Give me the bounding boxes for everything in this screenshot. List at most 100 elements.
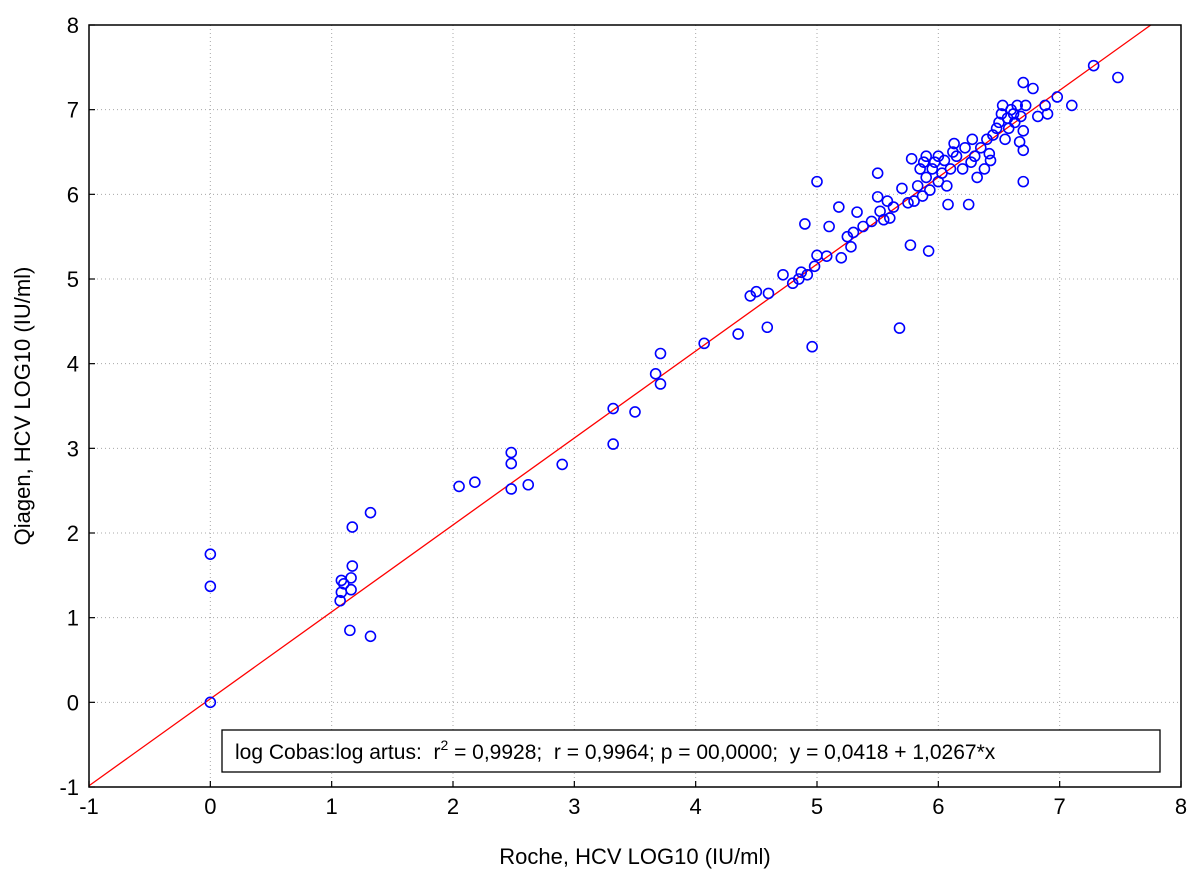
grid xyxy=(88,24,1182,788)
y-tick-label: 6 xyxy=(67,182,79,207)
data-point xyxy=(801,268,814,281)
data-point xyxy=(847,226,860,239)
data-point xyxy=(204,696,217,709)
x-tick-label: 5 xyxy=(811,794,823,819)
stats-box-frame xyxy=(221,729,1161,773)
data-point xyxy=(922,245,935,257)
data-point xyxy=(1019,99,1032,112)
x-tick-label: 2 xyxy=(447,794,459,819)
data-point xyxy=(777,268,789,281)
y-tick-label: 3 xyxy=(67,436,79,461)
data-point xyxy=(505,457,518,470)
data-point xyxy=(795,266,808,279)
data-point xyxy=(761,321,774,334)
data-point xyxy=(607,438,619,450)
data-point xyxy=(1041,108,1054,120)
y-axis-title: Qiagen, HCV LOG10 (IU/ml) xyxy=(10,267,35,546)
data-point xyxy=(1017,76,1030,89)
y-tick-label: 4 xyxy=(67,352,79,377)
data-point xyxy=(1015,110,1027,123)
data-point xyxy=(962,198,975,211)
data-point xyxy=(453,480,465,493)
data-point xyxy=(924,184,936,196)
data-point xyxy=(607,402,619,415)
data-point xyxy=(345,583,357,596)
data-point xyxy=(345,572,357,584)
plot-frame xyxy=(88,24,1182,788)
data-point xyxy=(364,630,377,643)
data-point xyxy=(1051,91,1064,103)
x-tick-label: 7 xyxy=(1054,794,1066,819)
data-point xyxy=(799,218,811,230)
data-point xyxy=(654,347,667,360)
y-tick-label: -1 xyxy=(59,775,79,800)
data-point xyxy=(1066,99,1078,112)
data-point xyxy=(335,574,348,587)
data-point xyxy=(522,478,535,491)
x-tick-label: 4 xyxy=(690,794,702,819)
data-point xyxy=(893,322,906,334)
data-point xyxy=(999,133,1011,146)
data-point xyxy=(917,156,930,168)
data-point xyxy=(902,197,914,209)
data-point xyxy=(556,458,569,471)
data-point xyxy=(1027,82,1039,95)
data-point xyxy=(883,212,896,224)
data-point xyxy=(983,147,996,160)
data-point xyxy=(942,198,954,211)
data-point xyxy=(334,594,346,607)
data-point xyxy=(1008,116,1021,129)
data-point xyxy=(948,137,960,150)
data-point xyxy=(364,506,377,519)
data-point xyxy=(469,476,481,489)
data-point xyxy=(920,150,933,163)
stats-prefix: log Cobas:log artus: r xyxy=(235,741,440,764)
data-point xyxy=(346,560,359,572)
data-point xyxy=(806,340,818,353)
y-tick-label: 1 xyxy=(67,606,79,631)
regression-stats-label: log Cobas:log artus: r2 = 0,9928; r = 0,… xyxy=(235,737,996,764)
data-point xyxy=(654,378,667,390)
data-point xyxy=(990,122,1003,135)
stats-suffix: = 0,9928; r = 0,9964; p = 00,0000; y = 0… xyxy=(448,741,996,764)
data-point xyxy=(926,163,939,175)
data-point xyxy=(968,150,981,163)
data-point xyxy=(762,287,775,300)
y-tick-label: 0 xyxy=(67,690,79,715)
data-point xyxy=(965,156,977,168)
data-point xyxy=(811,249,823,262)
data-point xyxy=(871,191,884,203)
data-point xyxy=(916,190,929,202)
x-tick-label: 3 xyxy=(568,794,580,819)
data-point xyxy=(1017,175,1030,188)
x-tick-label: 1 xyxy=(326,794,338,819)
data-point xyxy=(1112,71,1124,84)
x-axis-title: Roche, HCV LOG10 (IU/ml) xyxy=(499,844,770,869)
data-point xyxy=(337,577,350,590)
axis-ticks: -1 0 1 2 3 4 5 6 7 8 -1 0 1 2 3 4 5 6 7 8 xyxy=(59,13,1187,819)
x-tick-label: 8 xyxy=(1175,794,1187,819)
y-tick-label: 8 xyxy=(67,13,79,38)
data-point xyxy=(941,180,953,192)
y-tick-label: 2 xyxy=(67,521,79,546)
data-point xyxy=(1032,110,1044,123)
data-point xyxy=(649,368,662,380)
data-point xyxy=(1017,144,1030,157)
data-point xyxy=(966,133,979,146)
data-point xyxy=(914,163,926,175)
data-point xyxy=(1011,99,1024,112)
data-point xyxy=(984,154,997,167)
data-point xyxy=(987,129,999,141)
data-point xyxy=(938,154,951,167)
x-tick-label: 6 xyxy=(932,794,944,819)
x-tick-label: -1 xyxy=(79,794,99,819)
data-point xyxy=(845,241,857,253)
data-point xyxy=(857,220,869,233)
data-point xyxy=(950,150,963,163)
data-point xyxy=(732,328,744,340)
data-point xyxy=(851,206,863,218)
data-point xyxy=(698,337,710,350)
data-point xyxy=(344,624,356,637)
data-point xyxy=(811,175,823,188)
